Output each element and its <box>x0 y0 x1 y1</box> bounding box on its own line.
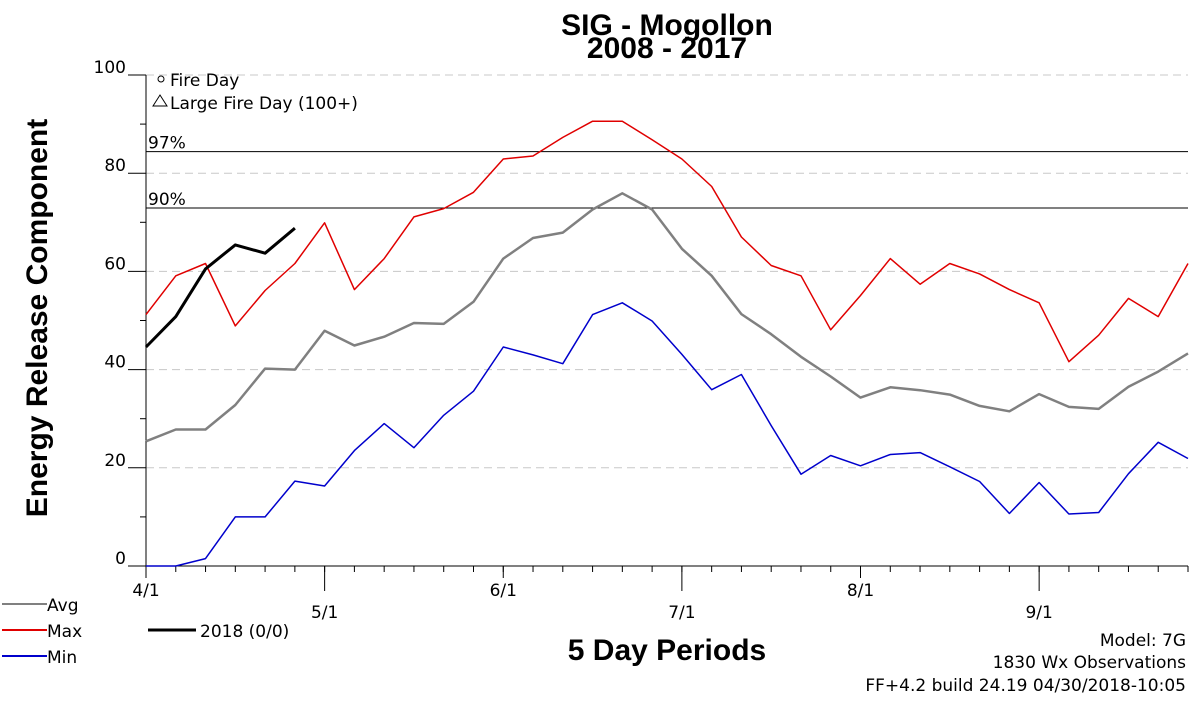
fire-day-label: Fire Day <box>170 71 239 91</box>
y-tick-label: 0 <box>115 549 126 569</box>
y-tick-label: 80 <box>104 156 126 176</box>
legend-min-label: Min <box>47 648 77 668</box>
grid-lines <box>146 74 1188 469</box>
series-line-2018-0-0 <box>144 227 296 349</box>
series-lines <box>144 120 1189 567</box>
series-line-min <box>146 302 1189 567</box>
series-line-avg <box>145 192 1189 443</box>
legend-2018-label: 2018 (0/0) <box>200 622 289 642</box>
legend-max-label: Max <box>47 622 82 642</box>
fire-day-circle-icon <box>157 75 165 83</box>
x-tick-label: 8/1 <box>847 581 874 601</box>
large-fire-day-label: Large Fire Day (100+) <box>170 94 358 114</box>
chart-title: SIG - Mogollon <box>561 9 773 42</box>
y-axis-title: Energy Release Component <box>21 119 54 517</box>
reference-lines: 97% 90% <box>146 134 1188 210</box>
chart-subtitle: 2008 - 2017 <box>587 32 747 65</box>
symbol-legend: Fire Day Large Fire Day (100+) <box>152 71 358 114</box>
x-tick-label: 4/1 <box>132 581 159 601</box>
x-tick-label: 7/1 <box>668 603 695 623</box>
y-tick-label: 40 <box>104 353 126 373</box>
series-line-max <box>145 120 1189 363</box>
model-label: Model: 7G <box>1100 631 1186 651</box>
legend-avg-label: Avg <box>47 596 79 616</box>
x-axis-title: 5 Day Periods <box>568 634 766 667</box>
y-tick-label: 20 <box>104 451 126 471</box>
large-fire-day-triangle-icon <box>152 94 168 107</box>
x-tick-label: 5/1 <box>311 603 338 623</box>
tick-labels: 0 20 40 60 80 100 4/1 5/1 6/1 7/1 8/1 9/1 <box>94 58 1053 623</box>
x-tick-label: 9/1 <box>1025 603 1052 623</box>
reference-line-label: 97% <box>148 134 186 154</box>
y-tick-label: 100 <box>94 58 126 78</box>
reference-line-label: 90% <box>148 190 186 210</box>
build-label: FF+4.2 build 24.19 04/30/2018-10:05 <box>865 676 1186 696</box>
series-legend: Avg Max Min 2018 (0/0) <box>2 596 289 668</box>
y-tick-label: 60 <box>104 254 126 274</box>
observations-label: 1830 Wx Observations <box>993 653 1186 673</box>
footer-info: Model: 7G 1830 Wx Observations FF+4.2 bu… <box>865 631 1186 696</box>
x-tick-label: 6/1 <box>490 581 517 601</box>
axes <box>128 74 1189 591</box>
